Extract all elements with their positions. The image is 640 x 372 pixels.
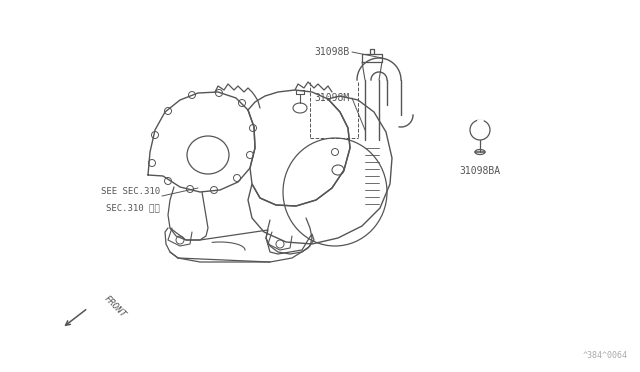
Text: 31098BA: 31098BA [460, 166, 500, 176]
Text: SEE SEC.310: SEE SEC.310 [101, 187, 160, 196]
Text: 31098M: 31098M [315, 93, 350, 103]
Text: ^384^0064: ^384^0064 [583, 351, 628, 360]
Text: 31098B: 31098B [315, 47, 350, 57]
Text: SEC.310 参照: SEC.310 参照 [106, 203, 160, 212]
Text: FRONT: FRONT [102, 294, 127, 320]
